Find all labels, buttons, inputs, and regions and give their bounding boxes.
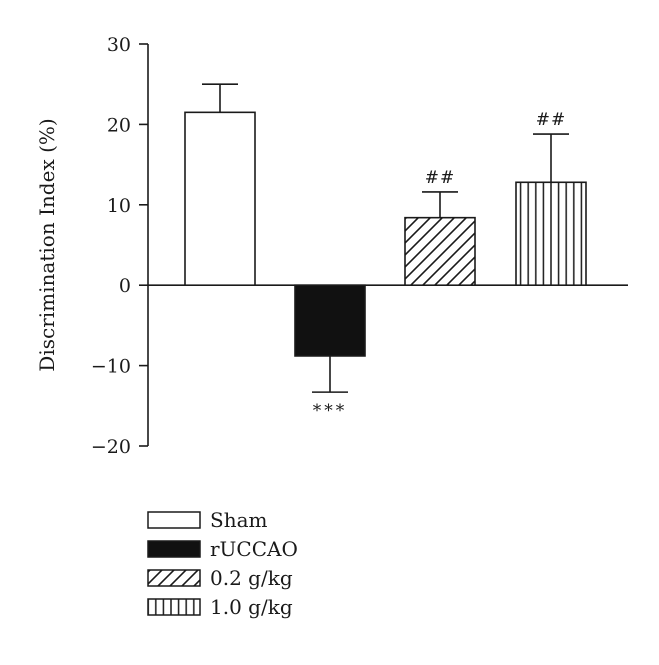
legend-label-0-2-g-kg: 0.2 g/kg xyxy=(210,566,293,590)
legend-label-ruccao: rUCCAO xyxy=(210,537,298,561)
legend-swatch-ruccao xyxy=(147,540,201,558)
bar-ruccao xyxy=(294,284,366,357)
legend-swatch-sham xyxy=(147,511,201,529)
y-tick-label: 20 xyxy=(107,114,131,136)
significance-label-ruccao: *** xyxy=(313,401,348,421)
legend-label-sham: Sham xyxy=(210,508,268,532)
bar-0-2-g-kg xyxy=(404,216,476,287)
legend-swatch-1-0-g-kg xyxy=(147,598,201,616)
bars: *** ## ## xyxy=(184,83,587,421)
y-tick-label: −20 xyxy=(91,436,131,458)
y-axis-title: Discrimination Index (%) xyxy=(35,118,59,371)
legend-swatch-0-2-g-kg xyxy=(147,569,201,587)
legend-label-1-0-g-kg: 1.0 g/kg xyxy=(210,595,293,619)
y-tick-label: 30 xyxy=(107,34,131,56)
legend: Sham rUCCAO 0.2 g/kg 1.0 g/kg xyxy=(147,508,298,619)
y-tick-label: 10 xyxy=(107,195,131,217)
bar-1-0-g-kg xyxy=(515,181,587,286)
y-tick-label: 0 xyxy=(119,275,131,297)
significance-label-1-0-g-kg: ## xyxy=(536,110,567,130)
y-tick-label: −10 xyxy=(91,356,131,378)
significance-label-0-2-g-kg: ## xyxy=(425,168,456,188)
bar-sham xyxy=(184,111,256,286)
